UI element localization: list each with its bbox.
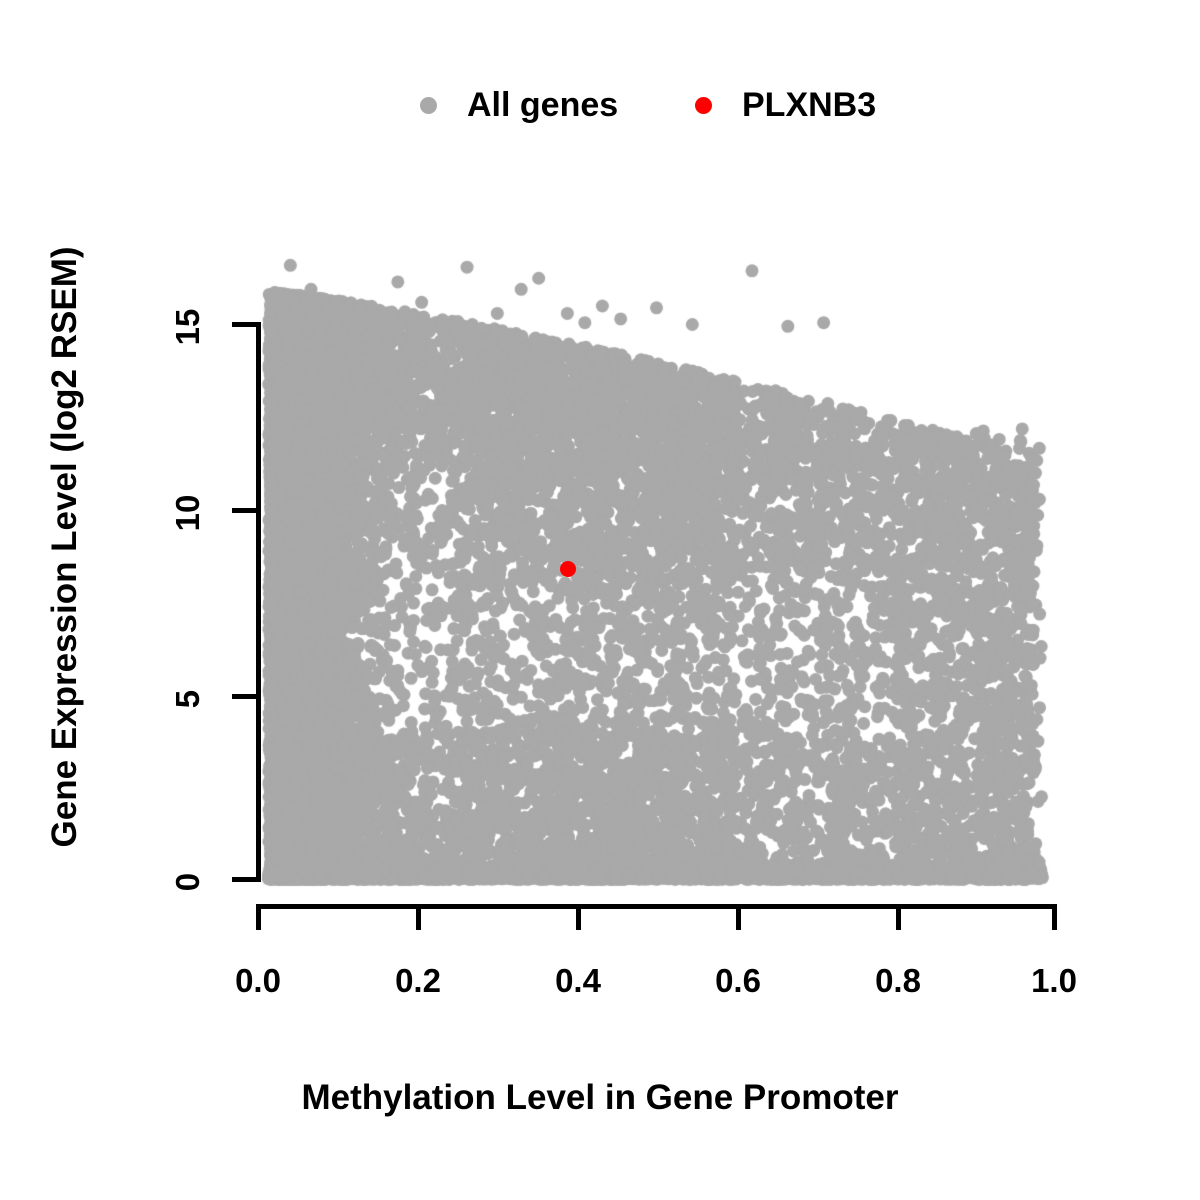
x-tick-0-2 bbox=[416, 904, 421, 930]
x-tick-label-0-8: 0.8 bbox=[875, 962, 921, 999]
highlight-point-plxnb3[interactable] bbox=[560, 561, 577, 578]
y-tick-10 bbox=[232, 508, 258, 513]
x-tick-0-8 bbox=[896, 904, 901, 930]
x-tick-label-0-2: 0.2 bbox=[395, 962, 441, 999]
y-axis-line bbox=[256, 322, 261, 882]
x-tick-0-6 bbox=[736, 904, 741, 930]
x-tick-label-0-0: 0.0 bbox=[235, 962, 281, 999]
x-tick-0-0 bbox=[256, 904, 261, 930]
x-tick-label-0-6: 0.6 bbox=[715, 962, 761, 999]
x-tick-0-4 bbox=[576, 904, 581, 930]
y-tick-label-10: 10 bbox=[169, 494, 206, 532]
x-tick-label-1-0: 1.0 bbox=[1031, 962, 1077, 999]
y-tick-label-0: 0 bbox=[169, 872, 206, 892]
x-axis-title: Methylation Level in Gene Promoter bbox=[301, 1078, 899, 1117]
y-tick-15 bbox=[232, 322, 258, 327]
x-tick-label-0-4: 0.4 bbox=[555, 962, 601, 999]
y-tick-label-5: 5 bbox=[169, 689, 206, 709]
y-axis-title: Gene Expression Level (log2 RSEM) bbox=[45, 246, 84, 848]
x-axis-line bbox=[256, 904, 1057, 909]
y-tick-label-15: 15 bbox=[169, 308, 206, 346]
x-tick-1-0 bbox=[1052, 904, 1057, 930]
y-tick-0 bbox=[232, 877, 258, 882]
y-tick-5 bbox=[232, 694, 258, 699]
